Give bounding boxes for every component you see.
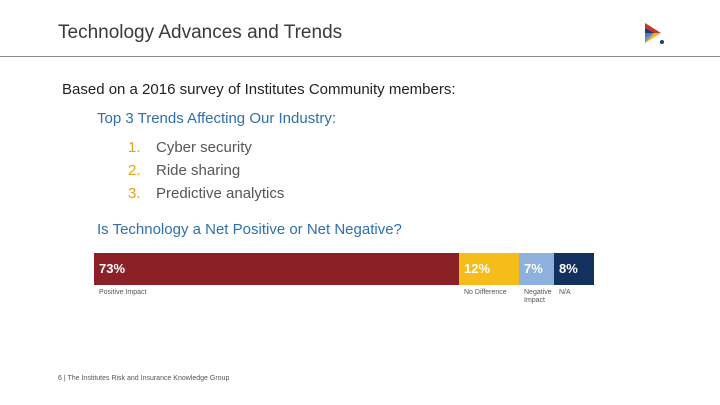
list-text: Predictive analytics [156, 185, 285, 202]
net-impact-heading: Is Technology a Net Positive or Net Nega… [97, 221, 402, 238]
segment-label: Negative Impact [524, 289, 552, 304]
segment-labels: Positive Impact No Difference Negative Imp… [94, 289, 594, 313]
trend-list: 1. Cyber security 2. Ride sharing 3. Predic… [128, 136, 284, 205]
list-text: Ride sharing [156, 162, 241, 179]
segment-label: N/A [559, 289, 571, 296]
footer: 6 | The Institutes Risk and Insurance Kn… [58, 375, 230, 382]
bar-segment-negative-impact: 7% [519, 253, 554, 285]
slide-title: Technology Advances and Trends [58, 22, 343, 43]
institutes-logo-icon [645, 23, 664, 44]
segment-label: Positive Impact [99, 289, 147, 296]
bar-segment-positive-impact: 73% [94, 253, 459, 285]
list-number: 1. [128, 139, 141, 156]
list-item: 1. Cyber security [128, 136, 284, 159]
list-number: 3. [128, 185, 141, 202]
title-divider [0, 56, 720, 57]
list-item: 2. Ride sharing [128, 159, 284, 182]
segment-label: No Difference [464, 289, 507, 296]
bar-segment-n-a: 8% [554, 253, 594, 285]
list-number: 2. [128, 162, 141, 179]
survey-intro: Based on a 2016 survey of Institutes Com… [62, 81, 456, 98]
stacked-bar-chart: 73% 12% 7% 8% [94, 253, 594, 285]
trends-heading: Top 3 Trends Affecting Our Industry: [97, 110, 337, 127]
list-text: Cyber security [156, 139, 252, 156]
list-item: 3. Predictive analytics [128, 182, 284, 205]
bar-segment-no-difference: 12% [459, 253, 519, 285]
